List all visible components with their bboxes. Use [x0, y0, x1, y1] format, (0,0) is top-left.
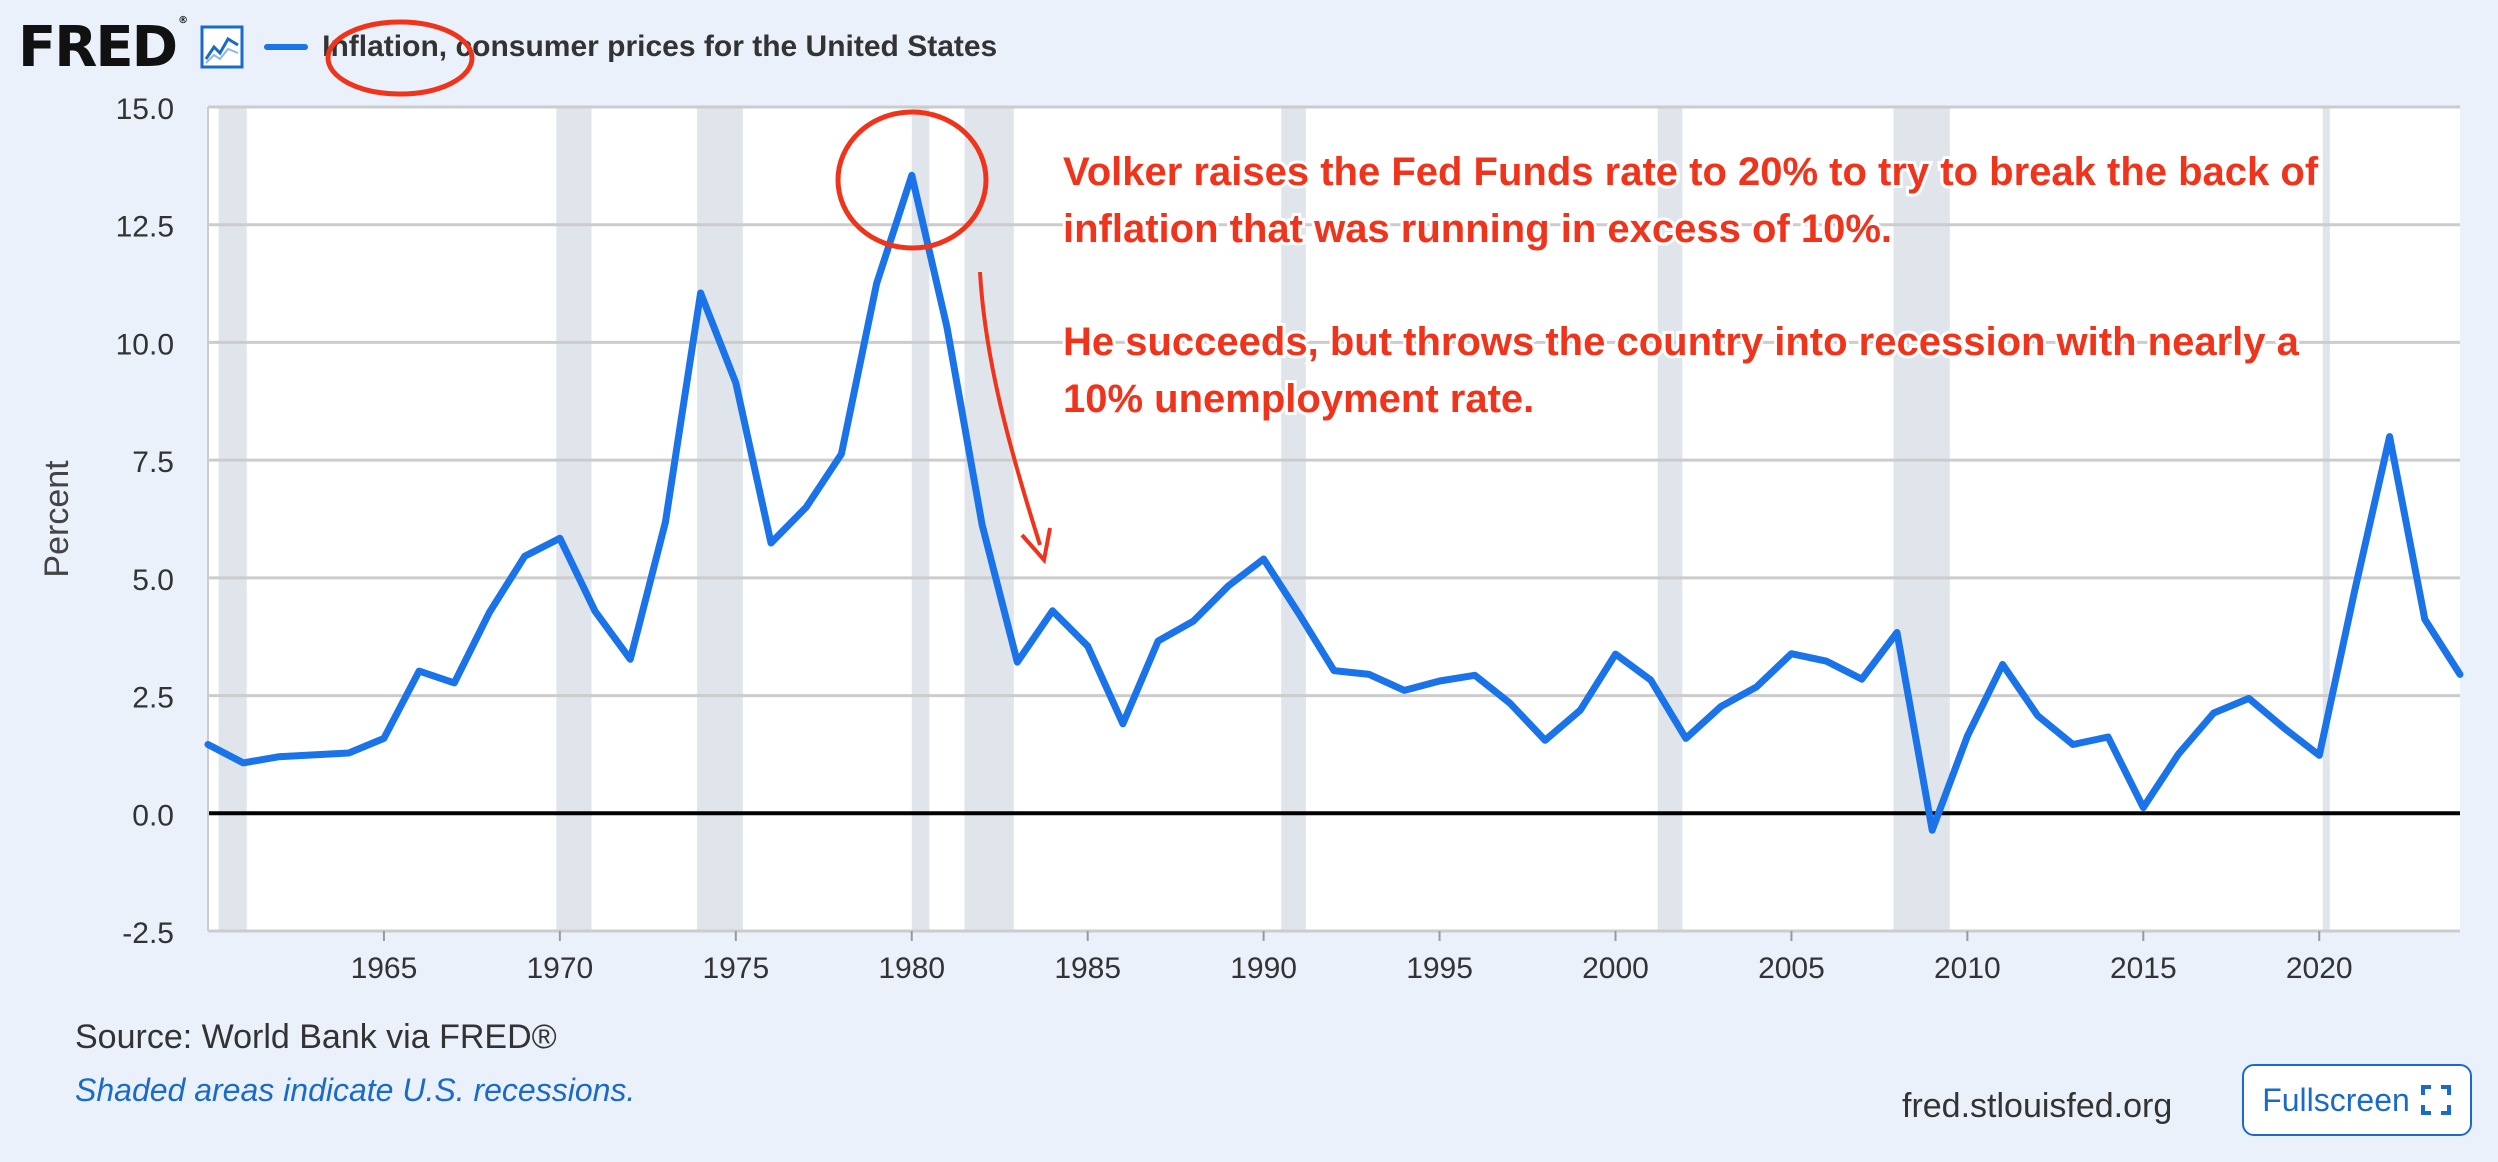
x-tick-label: 2020 [2286, 952, 2353, 985]
recession-band [218, 107, 247, 931]
x-tick-labels: 1965 1970 1975 1980 1985 1990 1995 2000 2005 2010… [351, 931, 2353, 985]
annotation-arrow-head [1020, 527, 1052, 565]
x-tick-label: 2010 [1934, 952, 2001, 985]
y-tick-label: 0.0 [132, 799, 174, 832]
recession-band [556, 107, 592, 931]
y-tick-label: 15.0 [116, 93, 174, 126]
y-tick-label: 2.5 [132, 682, 174, 715]
fullscreen-button[interactable]: Fullscreen [2242, 1064, 2472, 1136]
annotation-circle-title [325, 19, 475, 97]
x-tick-label: 1980 [878, 952, 945, 985]
x-tick-label: 1965 [351, 952, 418, 985]
annotation-arrow [978, 271, 1042, 546]
x-tick-label: 1970 [527, 952, 594, 985]
x-tick-label: 1990 [1230, 952, 1297, 985]
recession-band [1893, 107, 1950, 931]
y-tick-label: 10.0 [116, 328, 174, 361]
fullscreen-icon [2420, 1085, 2451, 1115]
line-chart-icon[interactable] [200, 25, 244, 69]
recession-band [964, 107, 1014, 931]
site-url: fred.stlouisfed.org [1902, 1087, 2173, 1125]
recession-band [697, 107, 743, 931]
fred-logo[interactable]: FRED ® [18, 14, 188, 80]
y-axis-label: Percent [38, 460, 76, 578]
y-tick-label: 12.5 [116, 211, 174, 244]
recession-band [1657, 107, 1683, 931]
x-tick-label: 2015 [2110, 952, 2177, 985]
legend-line-swatch [264, 44, 309, 50]
chart-header: FRED ® Inflation, consumer prices for the… [18, 12, 997, 82]
recession-band [911, 107, 930, 931]
annotation-line-4: 10% unemployment rate. [1063, 377, 1534, 421]
x-tick-label: 2005 [1758, 952, 1825, 985]
fullscreen-label: Fullscreen [2262, 1081, 2410, 1118]
annotation-line-1: Volker raises the Fed Funds rate to 20% … [1063, 150, 2319, 194]
recession-bands [218, 107, 2330, 931]
x-tick-label: 1995 [1406, 952, 1473, 985]
annotation-circle-peak [835, 109, 989, 251]
y-tick-label: -2.5 [122, 917, 174, 950]
y-tick-label: 7.5 [132, 446, 174, 479]
x-tick-label: 1975 [702, 952, 769, 985]
y-tick-labels: 15.0 12.5 10.0 7.5 5.0 2.5 0.0 -2.5 [116, 93, 174, 950]
x-tick-label: 2000 [1582, 952, 1649, 985]
source-text: Source: World Bank via FRED® [75, 1018, 557, 1056]
series-title: Inflation, consumer prices for the Unite… [322, 30, 998, 63]
annotation-line-2: inflation that was running in excess of … [1063, 207, 1892, 251]
series-line [204, 171, 2464, 834]
annotation-line-3: He succeeds, but throws the country into… [1063, 320, 2300, 364]
recession-note-link[interactable]: Shaded areas indicate U.S. recessions. [75, 1072, 636, 1108]
gridlines [208, 105, 2460, 933]
recession-band [2322, 107, 2330, 931]
series-group [204, 171, 2464, 834]
y-tick-label: 5.0 [132, 564, 174, 597]
recession-band [1281, 107, 1306, 931]
x-tick-label: 1985 [1054, 952, 1121, 985]
